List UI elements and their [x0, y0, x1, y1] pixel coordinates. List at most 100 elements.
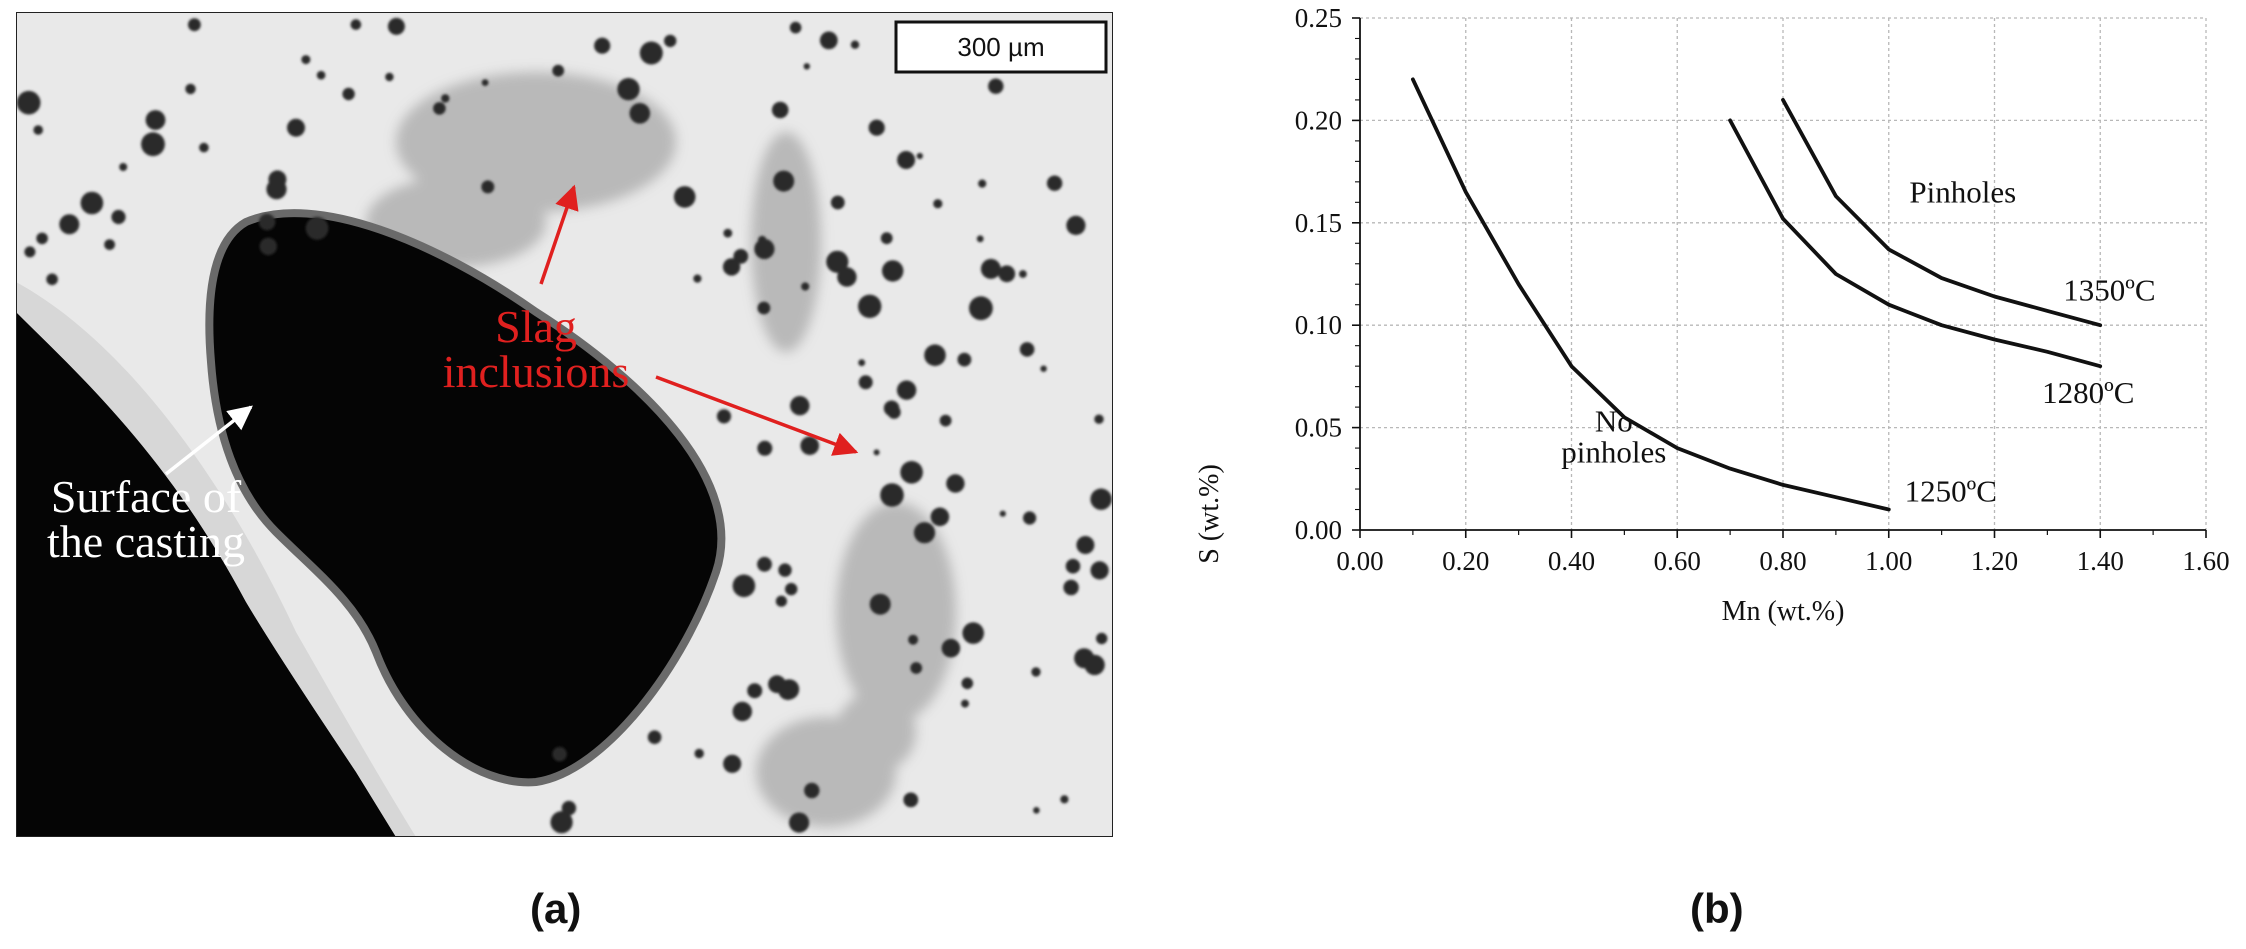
- y-tick-label: 0.00: [1295, 515, 1342, 545]
- graphite-nodule: [350, 19, 362, 30]
- y-tick-labels: 0.00 0.05 0.10 0.15 0.20 0.25: [1295, 3, 1342, 545]
- x-tick-label: 0.80: [1759, 546, 1806, 576]
- x-tick-label: 1.40: [2077, 546, 2124, 576]
- graphite-nodule: [24, 246, 36, 258]
- graphite-nodule: [33, 125, 43, 135]
- graphite-nodule: [933, 199, 943, 209]
- graphite-nodule: [961, 699, 969, 708]
- graphite-nodule: [962, 622, 984, 644]
- annotation-no-pinholes-line1: No: [1595, 404, 1633, 439]
- graphite-nodule: [887, 405, 901, 419]
- graphite-nodule: [858, 294, 882, 318]
- graphite-nodule: [716, 409, 732, 424]
- graphite-nodule: [629, 103, 651, 124]
- graphite-nodule: [882, 260, 904, 282]
- graphite-nodule: [757, 556, 772, 572]
- graphite-nodule: [1096, 632, 1108, 645]
- graphite-nodule: [258, 213, 276, 231]
- graphite-nodule: [561, 800, 577, 816]
- micrograph-image: 300 µm Slag inclusions Surface of the ca…: [16, 12, 1113, 837]
- graphite-nodule: [46, 273, 58, 286]
- graphite-nodule: [908, 634, 919, 645]
- x-tick-label: 1.00: [1865, 546, 1912, 576]
- surface-label-line2: the casting: [47, 516, 245, 567]
- graphite-nodule: [803, 63, 810, 70]
- series-line: [1410, 77, 1891, 512]
- x-tick-labels: 0.00 0.20 0.40 0.60 0.80 1.00 1.20 1.40 1.60: [1336, 546, 2229, 576]
- graphite-nodule: [1019, 342, 1035, 357]
- scale-bar-label: 300 µm: [957, 32, 1044, 62]
- graphite-nodule: [481, 79, 489, 86]
- graphite-nodule: [387, 17, 405, 35]
- graphite-nodule: [550, 811, 573, 834]
- graphite-nodule: [999, 510, 1006, 517]
- panel-b-caption: (b): [1690, 885, 1744, 932]
- graphite-nodule: [185, 83, 196, 95]
- graphite-nodule: [785, 582, 798, 596]
- graphite-nodule: [732, 574, 756, 598]
- graphite-nodule: [639, 41, 663, 65]
- graphite-nodule: [930, 507, 950, 527]
- graphite-nodule: [342, 87, 355, 101]
- graphite-nodule: [771, 101, 789, 119]
- graphite-nodule: [880, 483, 904, 507]
- graphite-nodule: [858, 359, 866, 367]
- graphite-nodule: [873, 449, 880, 456]
- y-axis-label: S (wt.%): [1194, 464, 1225, 564]
- graphite-nodule: [869, 593, 891, 615]
- x-tick-label: 1.60: [2182, 546, 2229, 576]
- graphite-nodule: [594, 37, 611, 54]
- slag-label-line2: inclusions: [443, 346, 630, 397]
- micrograph-panel: 300 µm Slag inclusions Surface of the ca…: [16, 12, 1113, 837]
- graphite-nodule: [773, 170, 795, 192]
- graphite-nodule: [693, 274, 702, 283]
- graphite-nodule: [552, 746, 567, 762]
- graphite-nodule: [617, 78, 640, 101]
- graphite-nodule: [433, 102, 446, 115]
- y-tick-label: 0.15: [1295, 208, 1342, 238]
- y-tick-label: 0.20: [1295, 105, 1342, 135]
- slag-regions: [366, 72, 956, 827]
- graphite-nodule: [980, 258, 1001, 279]
- slag-arrow-down: [655, 375, 859, 456]
- graphite-nodule: [868, 119, 885, 136]
- annotation-no-pinholes-line2: pinholes: [1561, 434, 1666, 469]
- graphite-nodule: [305, 216, 329, 240]
- graphite-nodule: [897, 151, 916, 169]
- graphite-nodule: [998, 265, 1016, 283]
- graphite-nodule: [804, 782, 820, 799]
- graphite-nodule: [858, 375, 873, 390]
- annotation-pinholes: Pinholes: [1909, 174, 2016, 209]
- graphite-nodule: [732, 701, 752, 722]
- graphite-nodule: [287, 118, 305, 137]
- graphite-nodule: [757, 301, 771, 315]
- graphite-nodule: [1023, 511, 1037, 525]
- graphite-nodule: [913, 522, 936, 544]
- graphite-nodule: [969, 296, 993, 321]
- graphite-nodule: [1031, 667, 1041, 677]
- y-tick-label: 0.05: [1295, 413, 1342, 443]
- graphite-nodule: [188, 18, 201, 32]
- panel-a-caption: (a): [530, 885, 582, 932]
- graphite-nodule: [900, 461, 923, 484]
- graphite-nodule: [916, 152, 923, 160]
- graphite-nodule: [80, 191, 104, 215]
- graphite-nodule: [59, 214, 80, 235]
- graphite-nodule: [723, 228, 733, 238]
- graphite-nodule: [924, 344, 946, 367]
- large-pore: [205, 209, 726, 787]
- graphite-nodule: [723, 754, 742, 773]
- graphite-nodule: [1090, 561, 1109, 580]
- graphite-nodule: [768, 675, 786, 694]
- graphite-nodule: [481, 180, 495, 194]
- graphite-nodule: [1033, 807, 1040, 814]
- series-label: 1250ºC: [1905, 473, 1997, 508]
- series-lines: [1410, 77, 2103, 512]
- graphite-nodule: [789, 812, 810, 833]
- graphite-nodule: [758, 235, 767, 245]
- graphite-nodule: [946, 474, 965, 493]
- graphite-nodule: [259, 237, 277, 256]
- y-tick-label: 0.25: [1295, 3, 1342, 33]
- graphite-nodule: [145, 110, 166, 130]
- graphite-nodule: [826, 250, 849, 273]
